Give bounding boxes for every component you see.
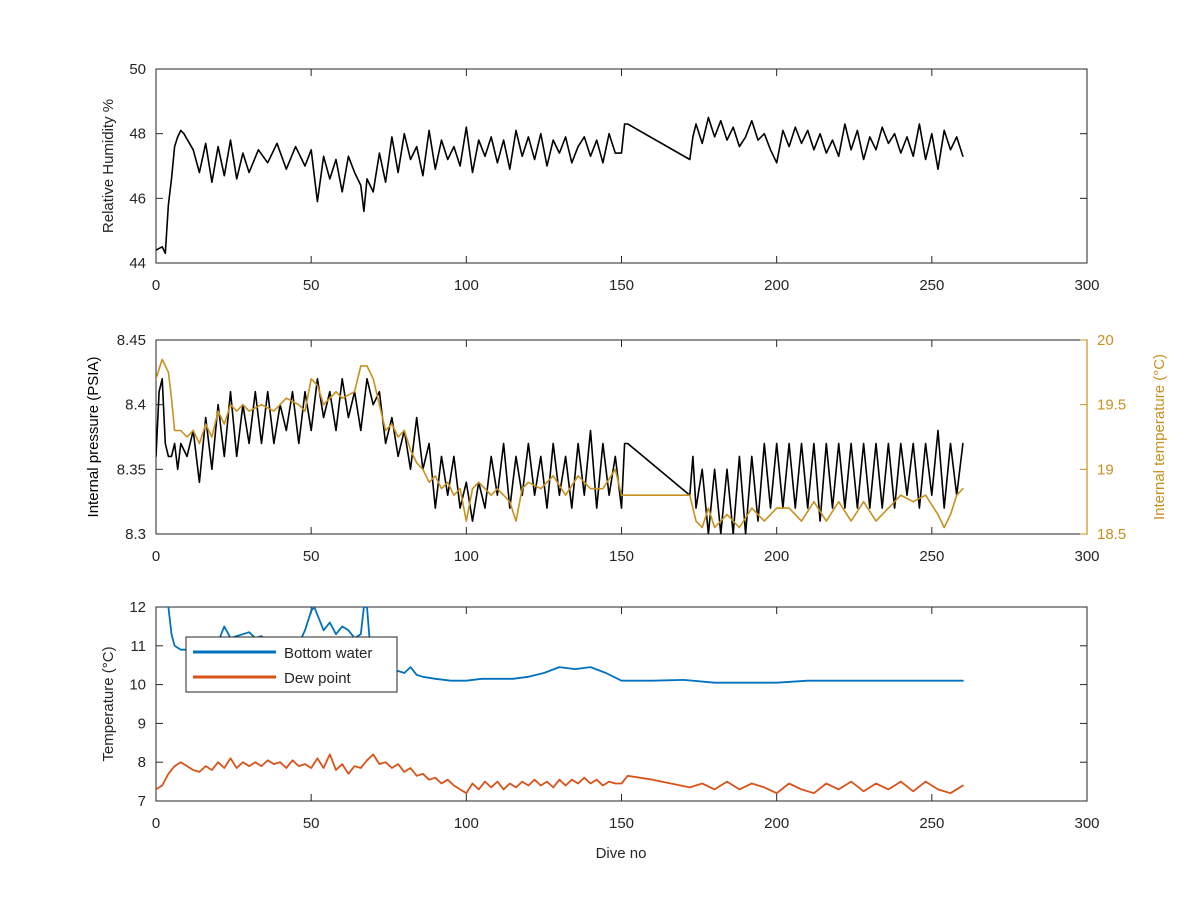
x-tick-label: 300 (1074, 548, 1099, 565)
x-tick-label: 250 (919, 277, 944, 294)
y-ticks-pressure: 8.3 8.35 8.4 8.45 (117, 332, 163, 543)
y-tick-label: 48 (129, 126, 146, 143)
x-tick-label: 200 (764, 548, 789, 565)
x-tick-label: 100 (454, 815, 479, 832)
y-tick-label: 7 (138, 793, 146, 810)
y-tick-label: 12 (129, 599, 146, 616)
y-ticks-temperature: 7 8 9 10 11 12 (129, 599, 1087, 810)
x-tick-label: 200 (764, 277, 789, 294)
y-right-tick-label: 18.5 (1097, 526, 1126, 543)
x-tick-label: 250 (919, 548, 944, 565)
series-line-0 (156, 116, 964, 255)
x-tick-label: 100 (454, 277, 479, 294)
chart-pressure: 0 50 100 150 200 250 300 8.3 8.35 8.4 8.45 18.5 19… (85, 332, 1168, 565)
y-right-tick-label: 20 (1097, 332, 1114, 349)
y-right-tick-label: 19 (1097, 461, 1114, 478)
y-right-ticks-pressure: 18.5 19 19.5 20 (1080, 332, 1126, 543)
x-tick-label: 250 (919, 815, 944, 832)
plot-area-temperature (155, 606, 1088, 802)
series-layer-humidity (156, 116, 964, 255)
x-tick-label: 150 (609, 548, 634, 565)
x-axis-label-temperature: Dive no (596, 845, 647, 862)
x-tick-label: 0 (152, 815, 160, 832)
series-dew-point (156, 753, 964, 795)
y-axis-label-humidity: Relative Humidity % (100, 99, 117, 233)
x-tick-label: 300 (1074, 815, 1099, 832)
legend-label-dew-point: Dew point (284, 670, 352, 687)
x-ticks-pressure: 0 50 100 150 200 250 300 (152, 340, 1100, 565)
y-tick-label: 9 (138, 715, 146, 732)
y-tick-label: 8 (138, 754, 146, 771)
legend-temperature: Bottom water Dew point (185, 636, 398, 693)
y-tick-label: 50 (129, 61, 146, 78)
x-tick-label: 0 (152, 548, 160, 565)
y-right-tick-label: 19.5 (1097, 397, 1126, 414)
y-tick-label: 8.35 (117, 461, 146, 478)
plot-area-humidity (155, 68, 1088, 264)
legend-box (185, 636, 398, 693)
y-axis-right-label-pressure: Internal temperature (°C) (1151, 354, 1168, 520)
legend-label-bottom-water: Bottom water (284, 645, 372, 662)
y-tick-label: 11 (130, 638, 146, 655)
y-tick-label: 8.4 (125, 397, 146, 414)
x-tick-label: 50 (303, 277, 320, 294)
x-tick-label: 0 (152, 277, 160, 294)
y-tick-label: 8.45 (117, 332, 146, 349)
y-ticks-humidity: 44 46 48 50 (129, 61, 1087, 272)
chart-humidity: 0 50 100 150 200 250 300 44 46 48 50 Relative Hum… (100, 61, 1100, 294)
chart-temperature: 0 50 100 150 200 250 300 7 8 9 10 11 12 Temperature… (100, 599, 1100, 862)
series-line-0 (156, 377, 964, 534)
x-tick-label: 50 (303, 815, 320, 832)
y-tick-label: 10 (129, 677, 146, 694)
series-line-1 (156, 358, 964, 529)
x-ticks-humidity: 0 50 100 150 200 250 300 (152, 69, 1100, 294)
y-tick-label: 8.3 (125, 526, 146, 543)
y-tick-label: 46 (129, 190, 146, 207)
series-layer-pressure (156, 358, 964, 534)
x-tick-label: 50 (303, 548, 320, 565)
x-tick-label: 300 (1074, 277, 1099, 294)
y-tick-label: 44 (129, 255, 146, 272)
x-tick-label: 150 (609, 815, 634, 832)
x-ticks-temperature: 0 50 100 150 200 250 300 (152, 607, 1100, 832)
x-tick-label: 150 (609, 277, 634, 294)
x-tick-label: 200 (764, 815, 789, 832)
y-axis-label-pressure: Internal pressure (PSIA) (85, 357, 102, 518)
x-tick-label: 100 (454, 548, 479, 565)
y-axis-label-temperature: Temperature (°C) (100, 646, 117, 761)
